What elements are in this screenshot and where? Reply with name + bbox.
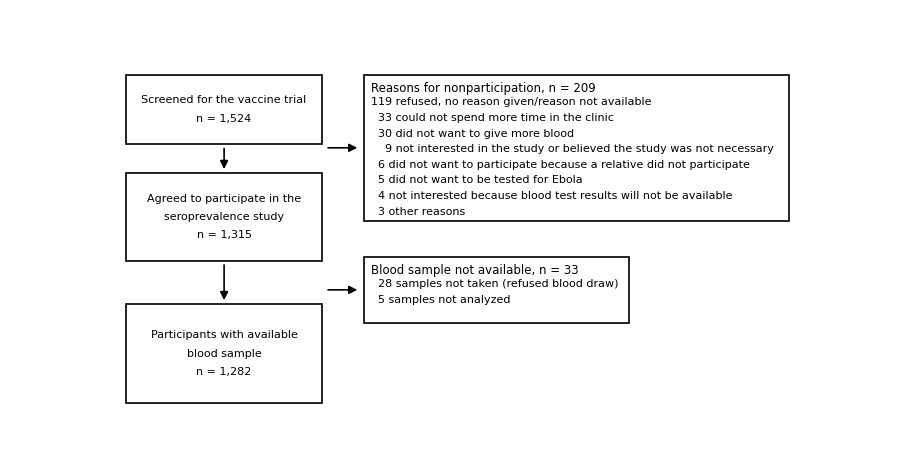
Text: n = 1,282: n = 1,282 [196,367,252,377]
Text: 3 other reasons: 3 other reasons [371,207,464,217]
Text: Agreed to participate in the: Agreed to participate in the [147,194,302,204]
FancyBboxPatch shape [126,75,322,144]
Text: n = 1,315: n = 1,315 [196,230,252,240]
Text: Participants with available: Participants with available [150,330,298,341]
Text: 4 not interested because blood test results will not be available: 4 not interested because blood test resu… [371,191,732,201]
FancyBboxPatch shape [364,75,789,220]
Text: n = 1,524: n = 1,524 [196,114,252,123]
Text: 5 did not want to be tested for Ebola: 5 did not want to be tested for Ebola [371,175,582,185]
Text: 5 samples not analyzed: 5 samples not analyzed [371,295,510,305]
Text: blood sample: blood sample [186,349,262,359]
FancyBboxPatch shape [126,173,322,261]
Text: 33 could not spend more time in the clinic: 33 could not spend more time in the clin… [371,113,614,123]
Text: Reasons for nonparticipation, n = 209: Reasons for nonparticipation, n = 209 [371,81,595,95]
Text: Screened for the vaccine trial: Screened for the vaccine trial [141,96,307,105]
Text: 30 did not want to give more blood: 30 did not want to give more blood [371,129,573,139]
Text: 28 samples not taken (refused blood draw): 28 samples not taken (refused blood draw… [371,279,618,289]
Text: 9 not interested in the study or believed the study was not necessary: 9 not interested in the study or believe… [371,144,773,154]
Text: 6 did not want to participate because a relative did not participate: 6 did not want to participate because a … [371,160,750,170]
FancyBboxPatch shape [364,257,628,323]
Text: 119 refused, no reason given/reason not available: 119 refused, no reason given/reason not … [371,97,651,107]
Text: seroprevalence study: seroprevalence study [164,212,284,222]
Text: Blood sample not available, n = 33: Blood sample not available, n = 33 [371,263,578,277]
FancyBboxPatch shape [126,305,322,403]
